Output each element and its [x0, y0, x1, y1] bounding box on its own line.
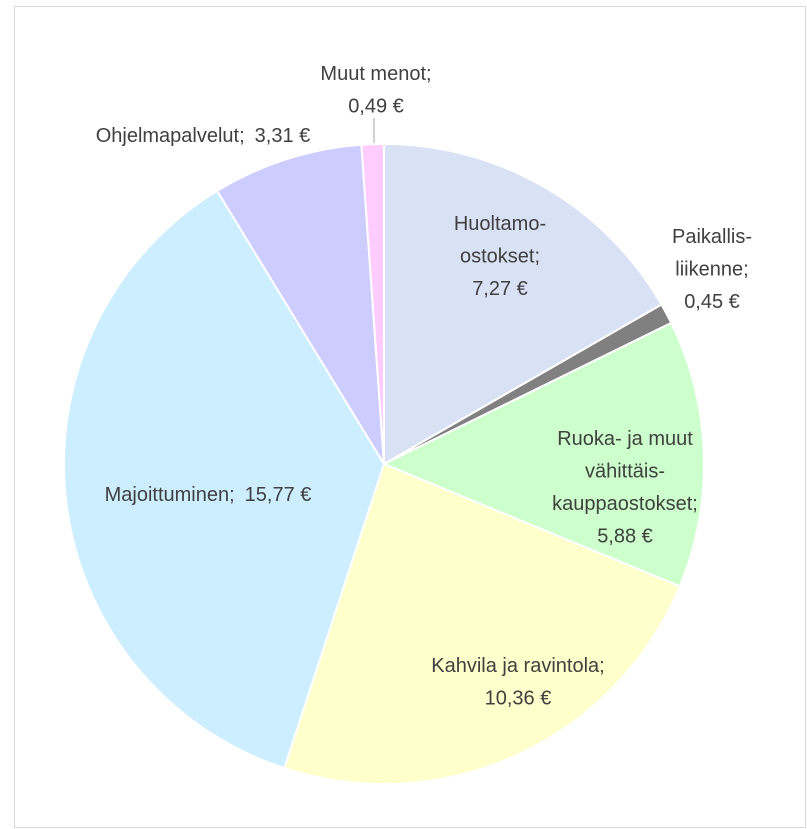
label-line: Kahvila ja ravintola;	[431, 655, 604, 677]
value-label: 7,27 €	[472, 278, 528, 300]
label-line: Ruoka- ja muut	[557, 428, 693, 450]
slice-label: Huoltamo-ostokset; 7,27 €	[454, 213, 546, 300]
slice-label: Ruoka- ja muut vähittäis-kauppaostokset; 5…	[552, 428, 698, 548]
value-label: 10,36 €	[485, 688, 552, 710]
pie-slice	[283, 462, 682, 785]
label-line: Muut menot;	[320, 63, 431, 85]
label-line: vähittäis-	[585, 461, 665, 483]
slice-label: Majoittuminen; 15,77 €	[105, 484, 312, 506]
label-line: Ohjelmapalvelut;	[96, 125, 245, 147]
value-label: 5,88 €	[597, 526, 653, 548]
slice-label: Ohjelmapalvelut; 3,31 €	[96, 125, 311, 147]
pie-slice	[62, 189, 386, 770]
label-line: ostokset;	[460, 246, 540, 268]
value-label: 15,77 €	[245, 484, 312, 506]
slice-label: Paikallis-liikenne; 0,45 €	[672, 226, 752, 313]
label-line: liikenne;	[675, 259, 748, 281]
pie-slice	[381, 321, 705, 588]
pie-slice	[215, 143, 385, 465]
label-line: kauppaostokset;	[552, 493, 698, 515]
slice-label: Muut menot; 0,49 €	[320, 63, 431, 118]
slice-label: Kahvila ja ravintola; 10,36 €	[431, 655, 604, 710]
pie-slice	[383, 142, 663, 466]
label-line: Paikallis-	[672, 226, 752, 248]
value-label: 3,31 €	[255, 125, 311, 147]
value-label: 0,45 €	[684, 291, 740, 313]
pie-slice	[360, 142, 385, 465]
label-line: Huoltamo-	[454, 213, 546, 235]
value-label: 0,49 €	[348, 96, 404, 118]
label-line: Majoittuminen;	[105, 484, 235, 506]
